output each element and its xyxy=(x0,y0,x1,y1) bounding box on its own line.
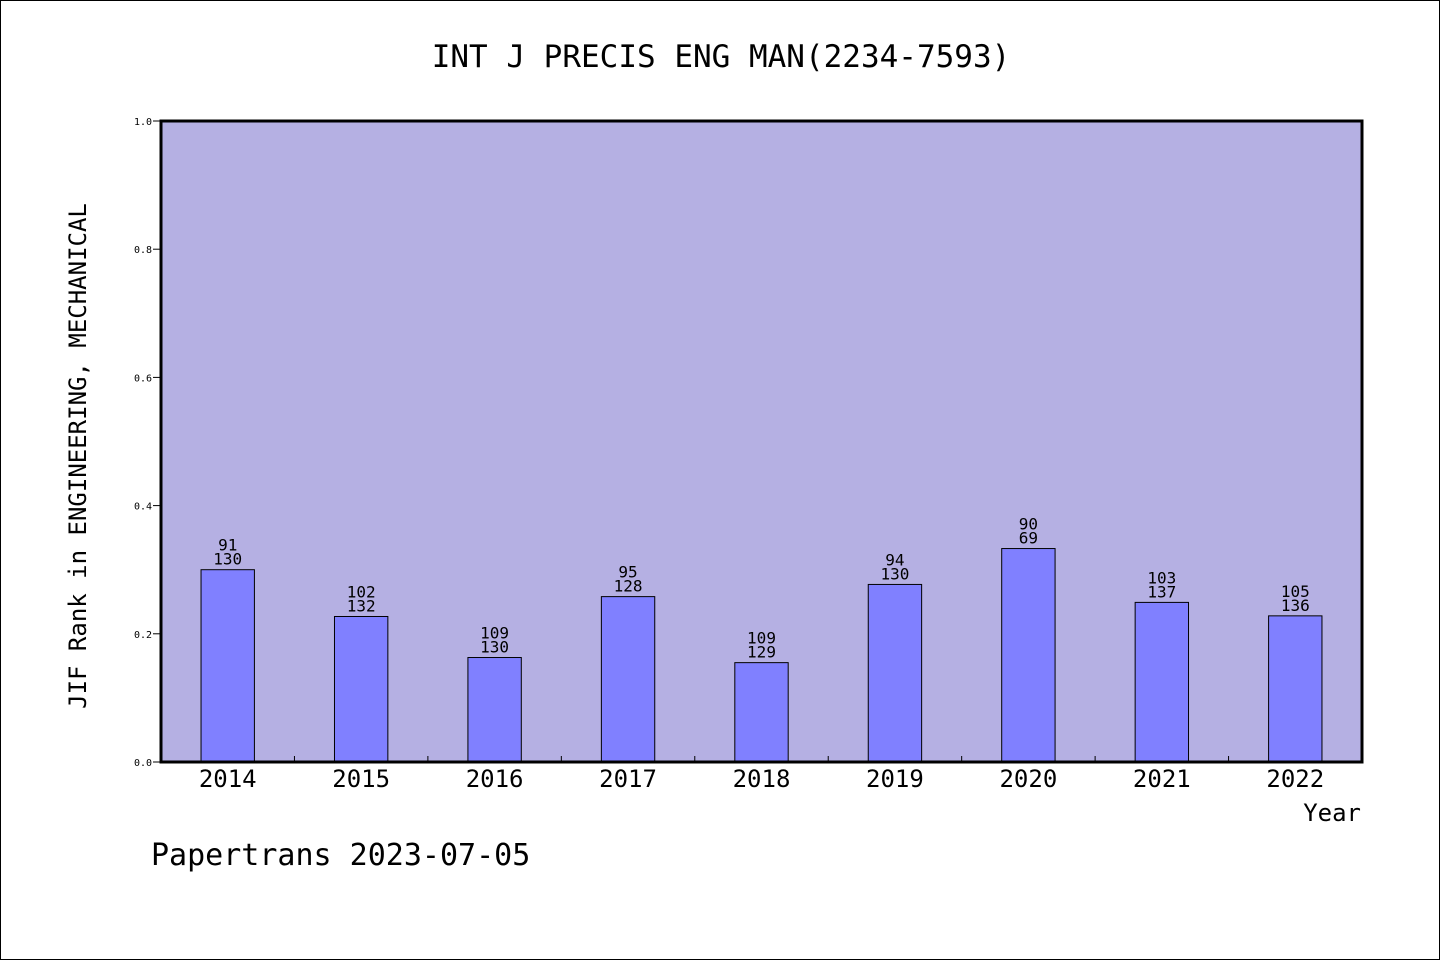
bar-rank-label: 109 xyxy=(747,629,776,648)
bar xyxy=(1001,548,1056,763)
bar xyxy=(867,583,923,763)
bar-rank-label: 103 xyxy=(1147,568,1176,587)
bar-total-label: 128 xyxy=(614,577,643,596)
x-axis-label: Year xyxy=(1303,799,1361,827)
x-tick-label: 2017 xyxy=(599,765,657,793)
bar-total-label: 129 xyxy=(747,643,776,662)
x-tick-label: 2015 xyxy=(332,765,390,793)
bar xyxy=(734,662,789,763)
bar-total-label: 136 xyxy=(1281,596,1310,615)
bar-total-label: 130 xyxy=(880,564,909,583)
y-tick-label: 0.6 xyxy=(134,373,152,384)
y-ticks-group: 0.0 0.2 0.4 0.6 0.8 1.0 xyxy=(134,117,161,769)
y-tick-label: 0.0 xyxy=(134,758,152,769)
plot-border xyxy=(159,119,1364,764)
bar-rank-label: 95 xyxy=(618,563,637,582)
bar-total-label: 130 xyxy=(213,550,242,569)
bar-rank-label: 90 xyxy=(1019,515,1038,534)
x-ticks-group: 2014 2015 2016 2017 2018 2019 2020 2021 2022 xyxy=(199,756,1324,793)
y-tick-label: 0.2 xyxy=(134,630,152,641)
y-tick-label: 1.0 xyxy=(134,117,152,128)
x-tick-label: 2016 xyxy=(466,765,524,793)
x-tick-label: 2022 xyxy=(1266,765,1324,793)
y-tick-label: 0.4 xyxy=(134,502,152,513)
bars-group: 9113010213210913095128109129941309069103… xyxy=(200,515,1323,763)
x-tick-label: 2021 xyxy=(1133,765,1191,793)
x-tick-label: 2020 xyxy=(999,765,1057,793)
footer-text: Papertrans 2023-07-05 xyxy=(151,838,530,873)
bar xyxy=(333,615,389,763)
bar xyxy=(1268,615,1323,763)
chart-title: INT J PRECIS ENG MAN(2234-7593) xyxy=(432,39,1011,75)
bar xyxy=(200,569,255,763)
bar-total-label: 137 xyxy=(1147,582,1176,601)
bar-rank-label: 94 xyxy=(885,550,904,569)
bar-rank-label: 102 xyxy=(347,582,376,601)
bar xyxy=(600,596,656,763)
bar-total-label: 69 xyxy=(1019,529,1038,548)
bar-rank-label: 91 xyxy=(218,536,237,555)
y-tick-label: 0.8 xyxy=(134,245,152,256)
y-axis-label: JIF Rank in ENGINEERING, MECHANICAL xyxy=(64,203,92,709)
x-tick-label: 2014 xyxy=(199,765,257,793)
bar-total-label: 130 xyxy=(480,638,509,657)
bar xyxy=(467,657,522,763)
bar xyxy=(1134,601,1190,763)
bar-total-label: 132 xyxy=(347,596,376,615)
bar-rank-label: 105 xyxy=(1281,582,1310,601)
x-tick-label: 2019 xyxy=(866,765,924,793)
bar-rank-label: 109 xyxy=(480,624,509,643)
x-tick-label: 2018 xyxy=(733,765,791,793)
